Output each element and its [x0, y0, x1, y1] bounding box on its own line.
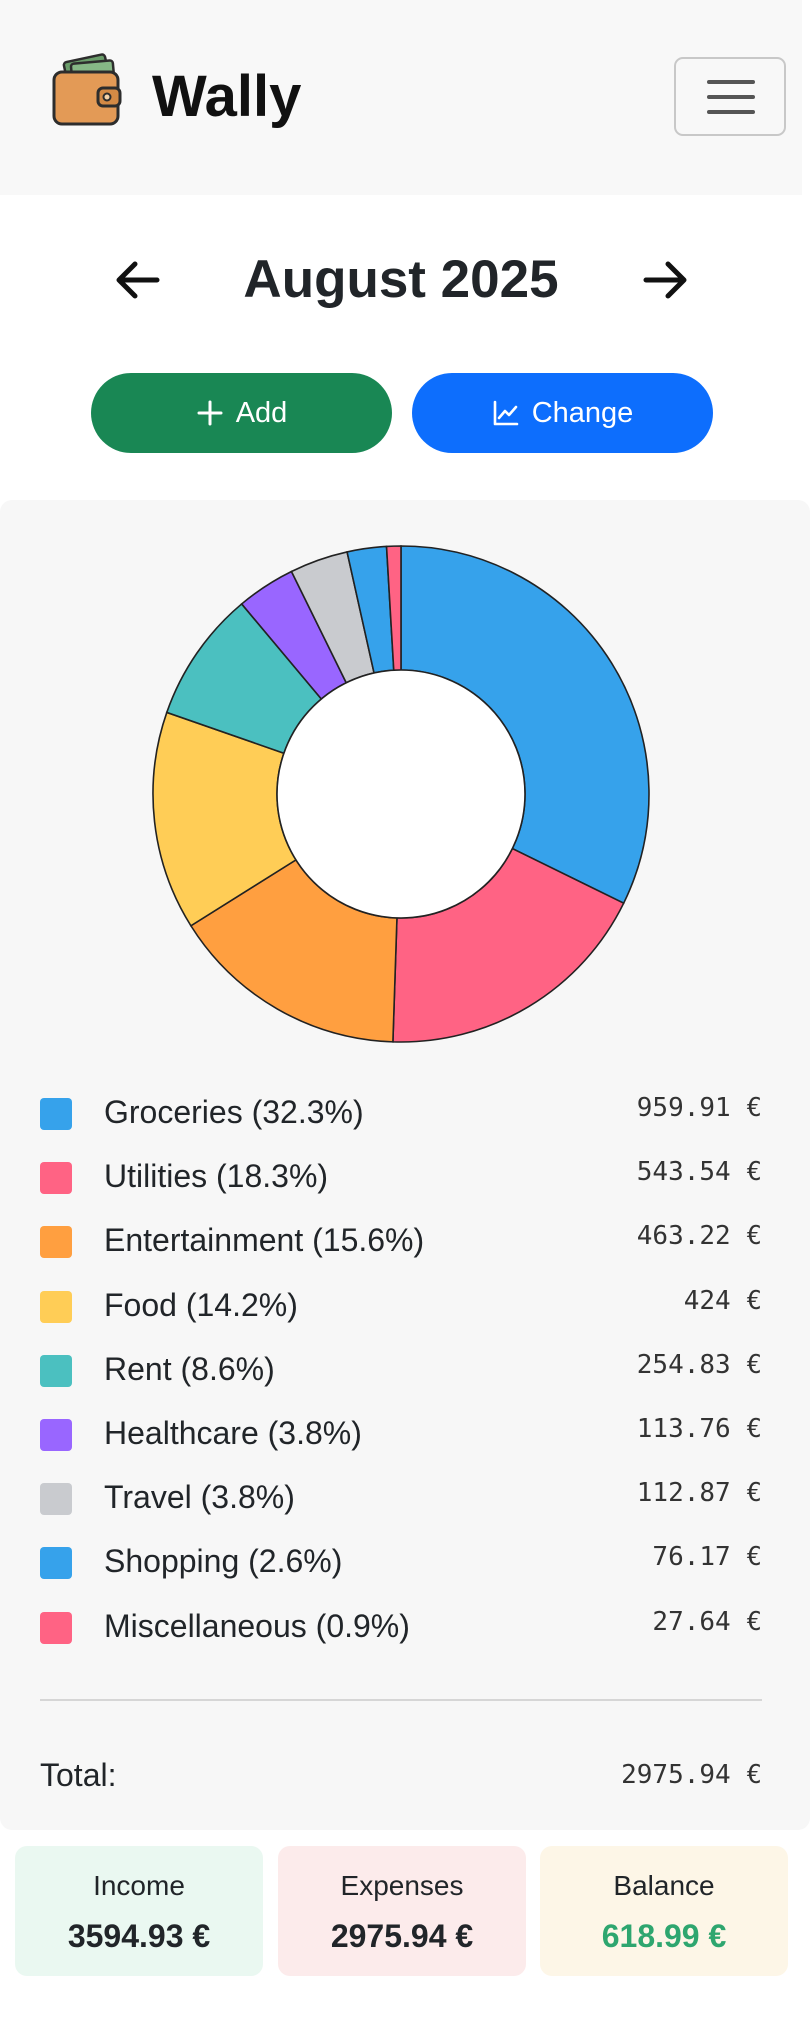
legend-swatch: [40, 1226, 72, 1259]
expenses-card-summary: Expenses 2975.94 €: [278, 1846, 526, 1976]
brand-name[interactable]: Wally: [152, 64, 302, 129]
arrow-left-icon[interactable]: [113, 255, 163, 305]
legend-swatch: [40, 1354, 72, 1387]
menu-toggle-button[interactable]: [674, 57, 786, 136]
legend-item[interactable]: Healthcare (3.8%) 113.76 €: [0, 1399, 810, 1463]
legend-value: 254.83 €: [636, 1349, 762, 1380]
expenses-label: Expenses: [340, 1870, 464, 1901]
legend-swatch: [40, 1162, 72, 1195]
change-button-label: Change: [531, 396, 634, 429]
donut-hole: [276, 669, 526, 919]
legend-swatch: [40, 1290, 72, 1323]
legend-label: Utilities (18.3%): [104, 1158, 329, 1195]
legend-label: Food (14.2%): [104, 1286, 298, 1323]
legend-label: Shopping (2.6%): [104, 1543, 343, 1580]
income-label: Income: [93, 1870, 185, 1901]
legend-swatch: [40, 1098, 72, 1130]
legend-item[interactable]: Travel (3.8%) 112.87 €: [0, 1463, 810, 1527]
hamburger-menu-icon: [707, 80, 755, 84]
legend-label: Healthcare (3.8%): [104, 1415, 362, 1451]
legend-value: 113.76 €: [636, 1414, 762, 1444]
expenses-card: Groceries (32.3%) 959.91 € Utilities (18.3…: [0, 500, 810, 1830]
legend-value: 959.91 €: [636, 1093, 762, 1123]
legend-item[interactable]: Utilities (18.3%) 543.54 €: [0, 1142, 810, 1206]
navbar: Wally: [0, 0, 802, 195]
expenses-donut-chart: [152, 545, 650, 1043]
income-value: 3594.93 €: [67, 1918, 211, 1954]
add-button-label: Add: [235, 396, 288, 429]
legend-item[interactable]: Rent (8.6%) 254.83 €: [0, 1335, 810, 1399]
plus-icon: [197, 400, 223, 426]
balance-card: Balance 618.99 €: [540, 1846, 788, 1976]
legend-value: 27.64 €: [652, 1606, 762, 1637]
change-button[interactable]: Change: [412, 373, 713, 453]
legend-label: Travel (3.8%): [104, 1479, 295, 1516]
month-navigation: August 2025: [0, 245, 802, 315]
income-card: Income 3594.93 €: [15, 1846, 263, 1976]
legend-value: 76.17 €: [652, 1542, 762, 1573]
arrow-right-icon[interactable]: [640, 255, 690, 305]
legend-value: 112.87 €: [636, 1478, 762, 1509]
hamburger-menu-icon: [707, 110, 755, 114]
wallet-icon: [52, 53, 122, 126]
divider: [40, 1699, 762, 1701]
legend-item[interactable]: Groceries (32.3%) 959.91 €: [0, 1078, 810, 1142]
line-chart-icon: [493, 400, 519, 426]
legend-swatch: [40, 1611, 72, 1644]
legend-swatch: [40, 1547, 72, 1580]
balance-label: Balance: [613, 1870, 715, 1901]
legend-item[interactable]: Shopping (2.6%) 76.17 €: [0, 1527, 810, 1591]
legend-value: 543.54 €: [636, 1157, 762, 1188]
total-label: Total:: [40, 1757, 117, 1793]
balance-value: 618.99 €: [601, 1918, 727, 1954]
legend-label: Rent (8.6%): [104, 1350, 275, 1387]
legend-swatch: [40, 1483, 72, 1516]
legend-label: Miscellaneous (0.9%): [104, 1607, 410, 1644]
legend-value: 463.22 €: [636, 1221, 762, 1252]
legend-swatch: [40, 1419, 72, 1451]
expenses-value: 2975.94 €: [330, 1918, 474, 1954]
month-title: August 2025: [243, 250, 559, 309]
legend-label: Groceries (32.3%): [104, 1094, 364, 1130]
legend-item[interactable]: Miscellaneous (0.9%) 27.64 €: [0, 1592, 810, 1656]
hamburger-menu-icon: [707, 95, 755, 99]
legend-value: 424 €: [683, 1285, 762, 1316]
legend-label: Entertainment (15.6%): [104, 1222, 425, 1259]
legend-item[interactable]: Food (14.2%) 424 €: [0, 1271, 810, 1335]
total-value: 2975.94 €: [621, 1760, 762, 1790]
add-button[interactable]: Add: [91, 373, 392, 453]
legend-item[interactable]: Entertainment (15.6%) 463.22 €: [0, 1206, 810, 1270]
